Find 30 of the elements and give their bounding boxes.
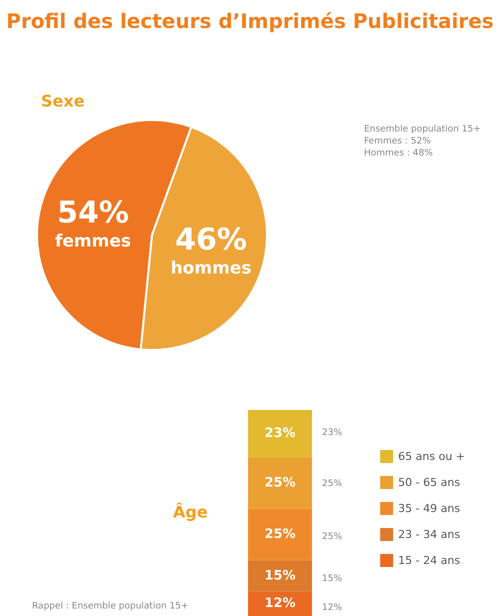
- legend-label: 15 - 24 ans: [398, 554, 460, 567]
- text: Âge: [173, 502, 208, 522]
- data-label: 46%: [175, 222, 247, 258]
- text: Ensemble population 15+: [364, 124, 481, 134]
- slice-label: hommes: [170, 258, 252, 278]
- text: 12%: [322, 602, 342, 613]
- data-label: 54%: [57, 196, 129, 231]
- text: Rappel : Ensemble population 15+: [32, 602, 189, 612]
- bar: [248, 410, 312, 458]
- bar: [248, 560, 312, 592]
- chart-title: Profil des lecteurs d’Imprimés Publicitaires: [6, 9, 494, 33]
- data-label: 15%: [264, 568, 296, 584]
- legend-label: 50 - 65 ans: [398, 476, 460, 489]
- text: 25%: [322, 532, 342, 542]
- bar: [248, 508, 312, 560]
- text: Hommes : 48%: [364, 148, 434, 158]
- legend-label: 35 - 49 ans: [398, 502, 460, 515]
- data-label: 23%: [264, 426, 296, 442]
- data-label: 25%: [264, 476, 296, 491]
- data-label: 12%: [264, 596, 296, 612]
- text: 25%: [322, 478, 342, 489]
- text: 15%: [322, 574, 342, 584]
- bar: [248, 457, 312, 509]
- text: Femmes : 52%: [364, 136, 432, 146]
- chart-subtitle: Sexe: [41, 92, 85, 110]
- data-label: 25%: [264, 527, 296, 542]
- legend-label: 65 ans ou +: [398, 450, 466, 463]
- legend-label: 23 - 34 ans: [398, 528, 460, 541]
- text: 23%: [322, 428, 342, 438]
- slice-label: femmes: [54, 232, 132, 252]
